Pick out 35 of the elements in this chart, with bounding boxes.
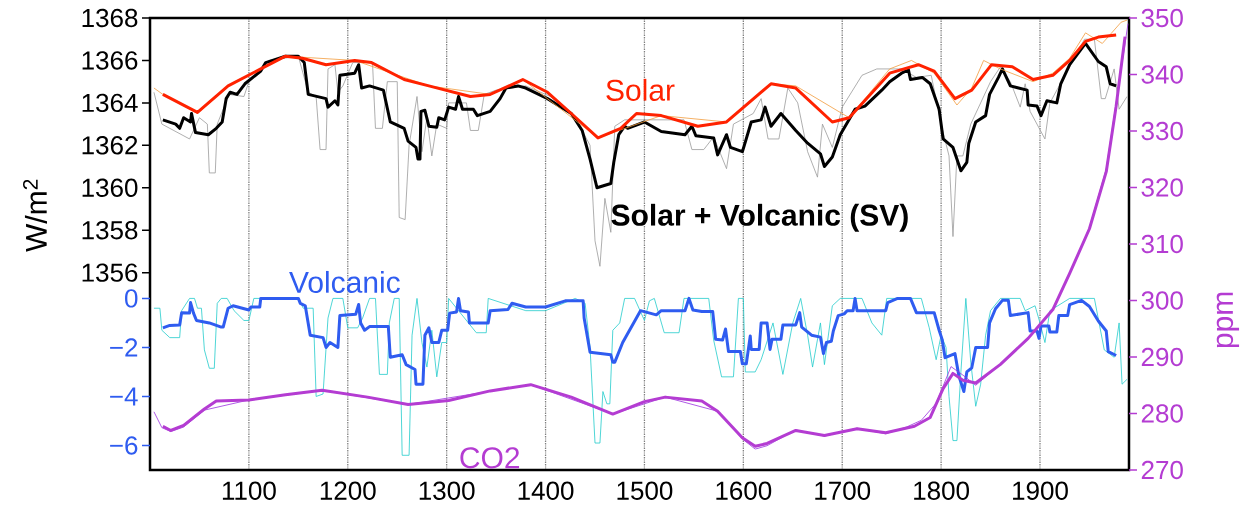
x-tick-label: 1100 [222, 481, 276, 500]
x-tick-label: 1200 [320, 481, 376, 500]
y-axis-title: W/m$^{2}$ [22, 179, 47, 252]
y2-tick-label: 340 [1141, 65, 1183, 84]
series-label: Solar + Volcanic (SV) [611, 203, 908, 232]
x-tick-label: 1300 [419, 481, 475, 500]
y-tick-label: 1360 [82, 178, 138, 197]
y-tick-label: 1364 [82, 93, 138, 113]
y2-tick-label: 290 [1141, 347, 1183, 367]
y-tick-label: 1362 [82, 136, 138, 155]
y2-tick-label: 310 [1141, 234, 1183, 254]
y-tick-label: 1368 [82, 8, 138, 28]
x-tick-label: 1500 [617, 481, 673, 500]
x-tick-label: 1700 [815, 481, 871, 500]
y2-tick-label: 300 [1141, 291, 1183, 310]
series-label: Solar [606, 78, 675, 101]
y2-tick-label: 350 [1141, 8, 1183, 28]
y-tick-label: 1358 [82, 220, 138, 240]
x-tick-label: 1800 [914, 481, 969, 500]
y2-tick-label: 280 [1141, 404, 1183, 423]
y2-tick-label: 270 [1141, 460, 1183, 480]
x-tick-label: 1400 [518, 481, 574, 500]
x-tick-label: 1900 [1013, 481, 1068, 500]
y2-tick-label: 320 [1141, 178, 1183, 197]
x-tick-label: 1600 [716, 481, 772, 500]
y3-tick-label: 0 [125, 289, 138, 308]
y3-tick-label: −6 [110, 436, 138, 455]
y-tick-label: 1366 [82, 51, 138, 70]
series-label: Volcanic [289, 270, 400, 293]
y3-tick-label: −4 [110, 387, 138, 406]
y2-axis-title: ppm [1216, 292, 1240, 348]
y2-tick-label: 330 [1141, 121, 1183, 141]
y-tick-label: 1356 [82, 263, 138, 282]
y3-tick-label: −2 [110, 338, 138, 357]
series-label: CO2 [460, 447, 520, 469]
